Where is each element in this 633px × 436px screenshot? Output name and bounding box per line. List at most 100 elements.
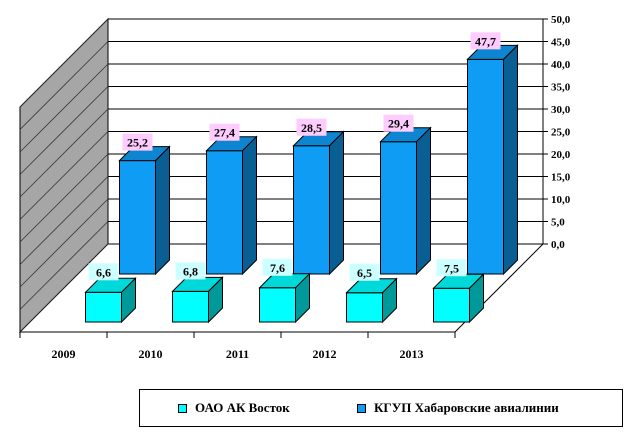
data-label-bg [436, 259, 467, 277]
bar-front-face [172, 290, 209, 323]
bar-back-2010 [205, 135, 258, 276]
y-tick-label: 10,0 [551, 194, 571, 206]
data-label-bg [470, 32, 501, 50]
bar-front-face [85, 291, 122, 323]
y-tick-label: 45,0 [551, 37, 571, 49]
front-series-bars [84, 272, 485, 324]
bar-front-2009 [84, 277, 137, 324]
bar-front-face [293, 145, 330, 275]
data-label-back-2009: 25,2 [122, 133, 153, 151]
legend-item-front-series: ОАО АК Восток [178, 400, 290, 416]
gridline-side [19, 18, 109, 108]
bar-front-2013 [432, 273, 485, 324]
y-tick-label: 5,0 [551, 217, 565, 229]
y-tick-label: 25,0 [551, 127, 571, 139]
data-label-bg [175, 262, 206, 280]
y-axis [542, 18, 548, 245]
y-tick-labels: 0,0 5,0 10,0 15,0 20,0 25,0 30,0 35,0 40,0 45,0 50… [551, 14, 571, 251]
bar-front-face [380, 141, 417, 275]
y-tick-label: 35,0 [551, 82, 571, 94]
data-label-back-2010: 27,4 [209, 123, 240, 141]
data-label-text: 7,6 [270, 261, 285, 275]
gridline-side [19, 131, 109, 220]
x-tick-label: 2012 [313, 347, 337, 361]
data-label-text: 27,4 [214, 126, 235, 140]
data-label-text: 28,5 [301, 121, 322, 135]
bar-front-face [467, 58, 504, 275]
gridline-side [19, 63, 109, 153]
data-label-text: 7,5 [444, 261, 459, 275]
bar-front-face [119, 160, 156, 275]
category-labels: 2009 2010 2011 2012 2013 [19, 332, 456, 361]
legend-swatch-front [178, 403, 187, 413]
y-tick-label: 40,0 [551, 59, 571, 71]
data-label-front-2009: 6,6 [88, 263, 119, 281]
bar-back-2009 [118, 145, 171, 276]
data-label-text: 25,2 [127, 136, 148, 150]
y-tick-label: 20,0 [551, 149, 571, 161]
bar-front-2011 [258, 272, 311, 324]
gridline-side [19, 221, 109, 310]
bar-front-face [346, 292, 383, 323]
data-label-bg [296, 118, 327, 136]
data-label-bg [209, 123, 240, 141]
data-labels: 25,2 27,4 28,5 29,4 47,7 6,6 6,8 7,6 6,5 7,5 [88, 32, 501, 281]
bar-side-face [208, 276, 223, 324]
legend-label-front: ОАО АК Восток [195, 400, 290, 415]
data-label-bg [383, 114, 414, 132]
data-label-text: 6,6 [96, 265, 111, 279]
legend-item-back-series: КГУП Хабаровские авиалинии [357, 400, 559, 416]
gridline-side [19, 243, 109, 333]
bar-side-face [382, 277, 397, 324]
x-tick-label: 2013 [400, 347, 424, 361]
legend-label-back: КГУП Хабаровские авиалинии [374, 400, 559, 415]
bar-front-face [433, 287, 470, 323]
y-tick-label: 0,0 [551, 239, 565, 251]
data-label-front-2011: 7,6 [262, 258, 293, 276]
x-tick-label: 2010 [139, 347, 163, 361]
data-label-text: 6,8 [183, 264, 198, 278]
bar-side-face [329, 130, 344, 276]
legend-swatch-back [357, 403, 366, 413]
bar-side-face [416, 126, 431, 276]
x-tick-label: 2011 [226, 347, 249, 361]
data-label-bg [122, 133, 153, 151]
bar-back-2011 [292, 130, 345, 276]
bar-side-face [295, 272, 310, 324]
y-tick-label: 50,0 [551, 14, 571, 26]
bar-front-face [259, 287, 296, 323]
bar-back-2013 [466, 44, 519, 276]
bar-side-face [155, 145, 170, 276]
data-label-bg [349, 263, 380, 281]
data-label-front-2012: 6,5 [349, 263, 380, 281]
gridline-side [19, 176, 109, 265]
bar-side-face [242, 135, 257, 276]
gridline-side [19, 108, 109, 198]
gridline-side [19, 41, 109, 130]
bar-front-2010 [171, 276, 224, 324]
gridline-side [19, 86, 109, 175]
bar-front-face [206, 150, 243, 275]
data-label-back-2013: 47,7 [470, 32, 501, 50]
y-tick-label: 15,0 [551, 172, 571, 184]
gridline-side [19, 153, 109, 243]
data-label-bg [262, 258, 293, 276]
data-label-back-2011: 28,5 [296, 118, 327, 136]
legend: ОАО АК Восток КГУП Хабаровские авиалинии [139, 389, 623, 427]
data-label-bg [88, 263, 119, 281]
gridline-side [19, 198, 109, 288]
data-label-front-2013: 7,5 [436, 259, 467, 277]
back-series-bars [118, 44, 519, 276]
y-tick-label: 30,0 [551, 104, 571, 116]
bar-side-face [121, 277, 136, 324]
data-label-back-2012: 29,4 [383, 114, 414, 132]
bar-front-2012 [345, 277, 398, 324]
data-label-front-2010: 6,8 [175, 262, 206, 280]
bar-side-face [503, 44, 518, 276]
data-label-text: 6,5 [357, 266, 372, 280]
bar-side-face [469, 273, 484, 324]
data-label-text: 29,4 [388, 117, 409, 131]
bar-back-2012 [379, 126, 432, 276]
data-label-text: 47,7 [475, 34, 496, 48]
